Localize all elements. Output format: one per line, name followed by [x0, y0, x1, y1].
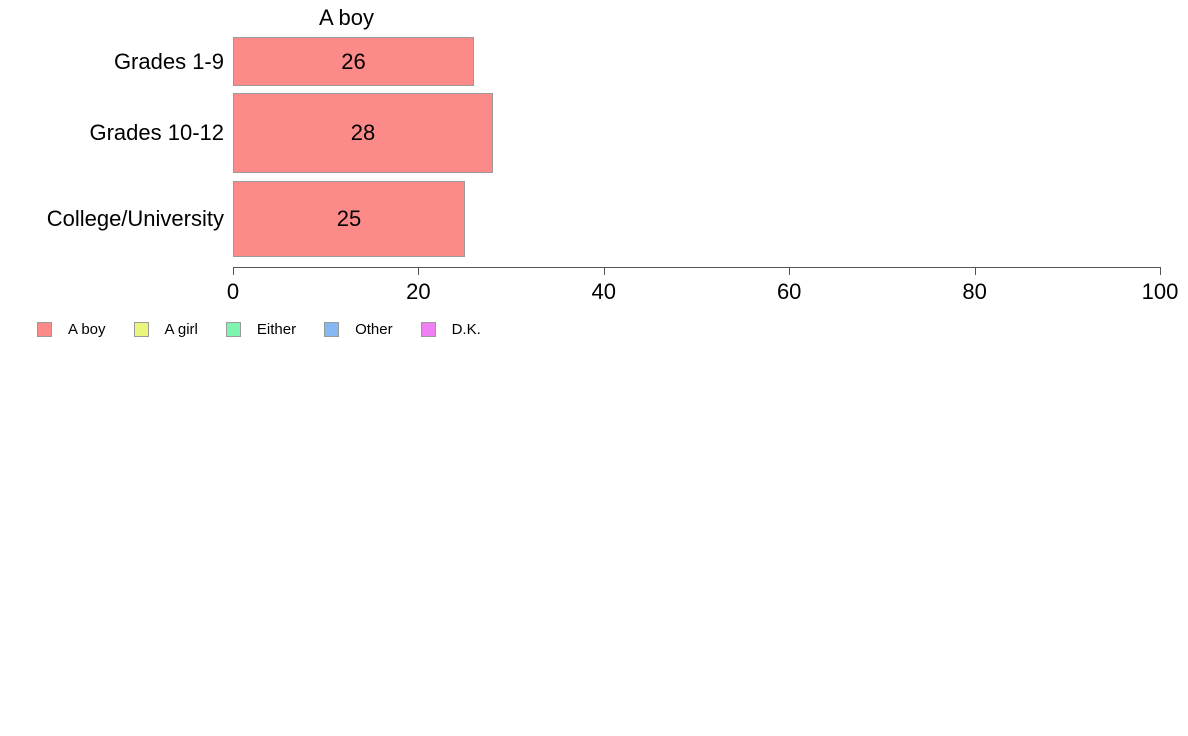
- legend-item: D.K.: [420, 321, 481, 338]
- legend-label: A girl: [164, 321, 198, 338]
- legend: A boy A girl Either Other D.K.: [37, 321, 509, 338]
- x-axis-tick-label: 80: [962, 279, 987, 304]
- bar: 28: [233, 93, 493, 173]
- legend-label: Either: [256, 321, 297, 338]
- bar-value-label: 25: [336, 206, 362, 231]
- legend-label: Other: [355, 321, 393, 338]
- legend-swatch-icon: [225, 322, 241, 337]
- legend-label: A boy: [68, 321, 106, 338]
- legend-swatch-icon: [37, 322, 52, 337]
- legend-swatch-icon: [133, 322, 149, 337]
- x-axis-tick: [974, 267, 976, 275]
- chart-title: A boy: [318, 5, 375, 30]
- legend-swatch-icon: [324, 322, 340, 337]
- x-axis-tick: [418, 267, 420, 275]
- bar-value-label: 28: [350, 120, 376, 145]
- x-axis-tick: [1160, 267, 1161, 275]
- legend-item: A girl: [133, 321, 198, 338]
- category-label: Grades 10-12: [89, 120, 224, 145]
- x-axis-tick-label: 100: [1141, 279, 1179, 304]
- bar-value-label: 26: [341, 48, 366, 74]
- x-axis-tick: [233, 267, 234, 275]
- x-axis-tick: [603, 267, 605, 275]
- x-axis-tick-label: 40: [591, 279, 617, 304]
- legend-item: Other: [324, 321, 393, 338]
- x-axis-tick: [789, 267, 791, 275]
- category-label: Grades 1-9: [113, 48, 224, 74]
- legend-label: D.K.: [451, 321, 481, 338]
- legend-item: Either: [225, 321, 297, 338]
- bar: 26: [233, 37, 474, 86]
- x-axis-tick-label: 60: [776, 279, 802, 304]
- category-label: College/University: [46, 206, 224, 231]
- x-axis-tick-label: 20: [406, 279, 431, 304]
- x-axis-line: [233, 267, 1160, 268]
- bar: 25: [233, 181, 465, 257]
- x-axis-tick-label: 0: [226, 279, 240, 304]
- legend-item: A boy: [37, 321, 106, 338]
- legend-swatch-icon: [420, 322, 436, 337]
